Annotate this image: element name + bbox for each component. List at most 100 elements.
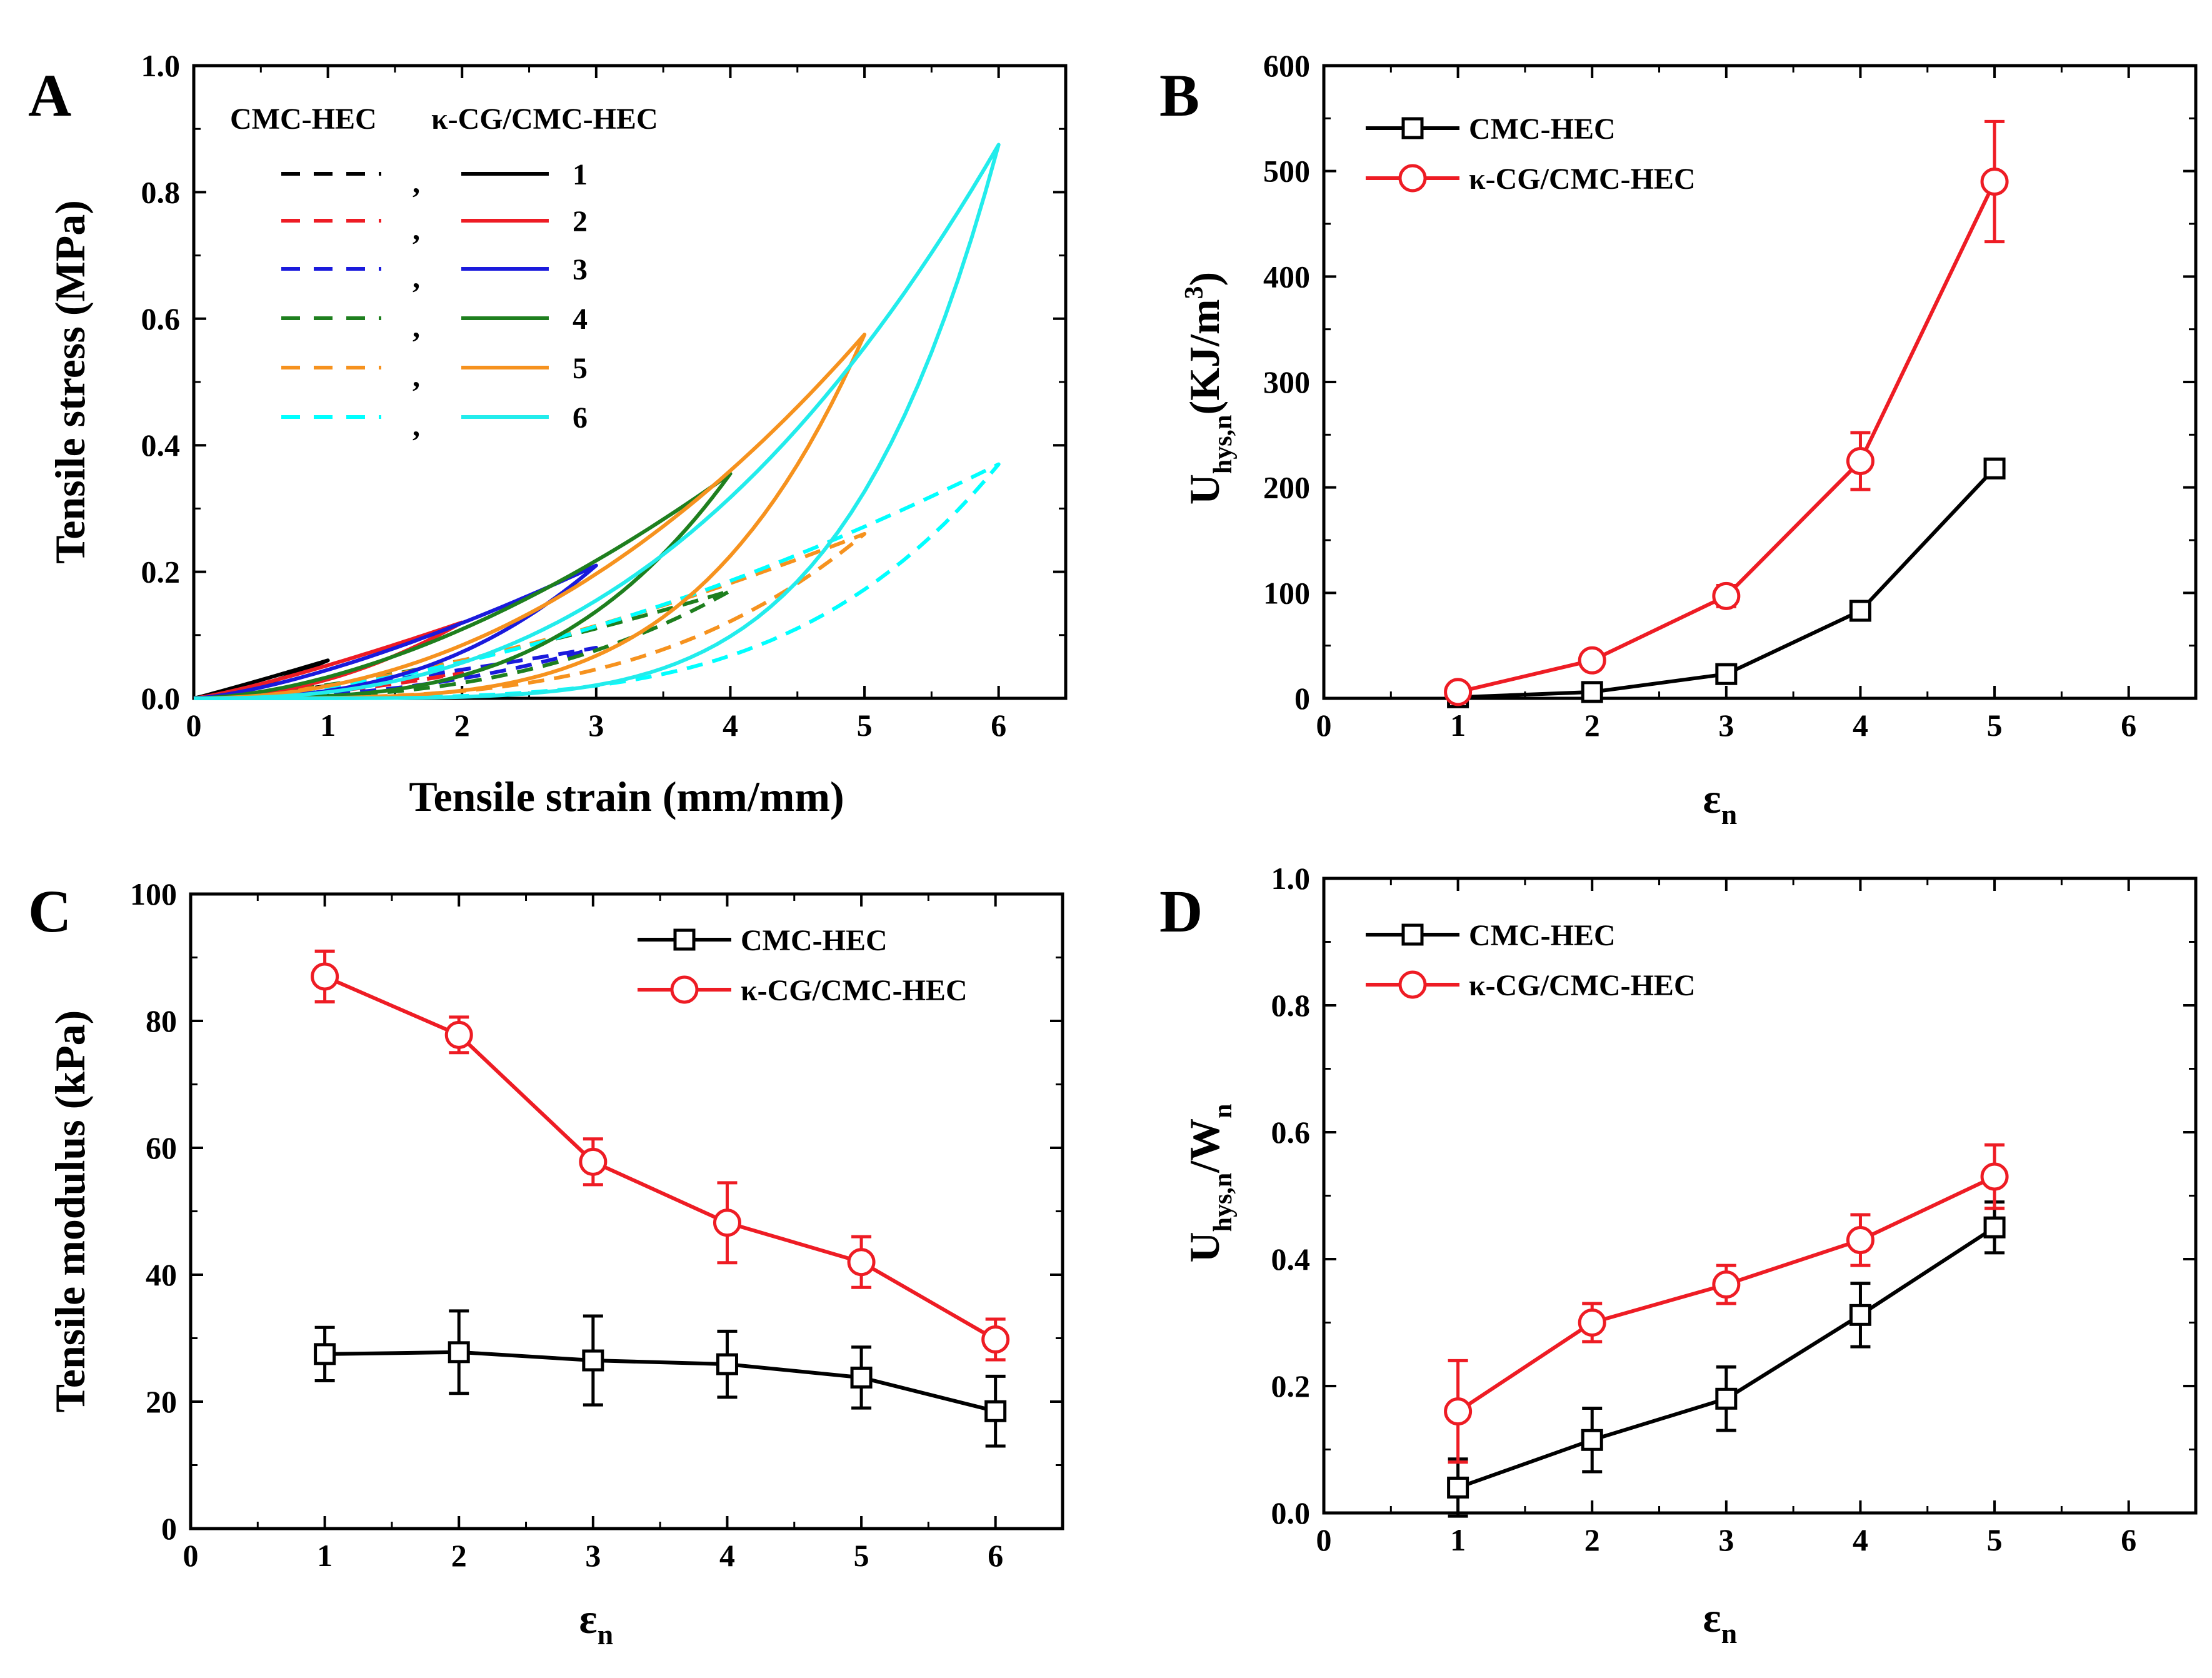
square-marker (1581, 681, 1603, 703)
circle-marker (1444, 1397, 1473, 1426)
x-axis-subscript: n (598, 1619, 614, 1650)
circle-marker (1846, 1226, 1874, 1255)
legend-label: κ-CG/CMC-HEC (1469, 163, 1696, 196)
legend-cycle-label: 6 (573, 401, 588, 435)
square-marker (1581, 1429, 1603, 1451)
legend-cycle-label: 5 (573, 352, 588, 385)
x-tick-label: 0 (186, 708, 202, 743)
series-line (324, 975, 997, 1342)
x-axis-title: Tensile strain (mm/mm) (409, 773, 844, 820)
square-marker (1715, 663, 1738, 685)
x-tick-label: 1 (320, 708, 336, 743)
legend-cycle-label: 2 (573, 205, 588, 238)
legend-label: CMC-HEC (741, 924, 888, 957)
square-marker (582, 1349, 604, 1372)
circle-marker (311, 962, 339, 991)
y-tick-label: 0.6 (141, 301, 181, 336)
y-axis-subscript: hys,n (1209, 1173, 1238, 1232)
x-tick-label: 5 (857, 708, 873, 743)
legend-cycle-label: 1 (573, 158, 588, 191)
x-tick-label: 6 (991, 708, 1006, 743)
panel-letter: B (1159, 62, 1199, 129)
square-marker (850, 1366, 873, 1389)
series-cmc-hec (314, 1309, 1007, 1448)
series-kcg-cmc-hec (1444, 119, 2009, 706)
y-tick-label: 1.0 (141, 48, 181, 83)
x-tick-label: 5 (854, 1538, 869, 1573)
square-marker (1715, 1387, 1738, 1410)
y-tick-label: 300 (1263, 364, 1310, 399)
x-tick-label: 2 (454, 708, 470, 743)
x-axis-subscript: n (1721, 1617, 1738, 1649)
legend-separator: , (413, 261, 420, 294)
y-tick-label: 200 (1263, 470, 1310, 505)
legend-label: CMC-HEC (1469, 919, 1616, 952)
legend-label: CMC-HEC (1469, 113, 1616, 146)
x-tick-label: 2 (1584, 708, 1600, 743)
x-tick-label: 6 (2121, 708, 2136, 743)
panel-D: D0 1 2 3 4 5 60.00.20.40.60.81.0εnUhys,n/WnCMC… (1159, 861, 2198, 1649)
loop-solid-cycle-6 (194, 143, 1001, 700)
y-tick-label: 0.6 (1271, 1115, 1311, 1150)
legend-separator: , (413, 311, 420, 344)
square-marker (984, 1400, 1007, 1422)
series-line (324, 1350, 996, 1414)
series-kcg-cmc-hec (1444, 1143, 2009, 1464)
y-tick-label: 0.4 (1271, 1242, 1311, 1277)
legend: CMC-HEC κ-CG/CMC-HEC, 1, 2, 3, 4, 5, 6 (230, 103, 658, 443)
y-tick-label: 0.8 (1271, 988, 1311, 1023)
x-tick-label: 3 (1718, 1522, 1734, 1557)
x-tick-label: 4 (1853, 708, 1868, 743)
y-axis-units: (KJ/m (1181, 299, 1228, 414)
y-tick-label: 0 (1294, 681, 1310, 716)
x-axis-symbol: ε (1703, 1594, 1721, 1641)
square-marker (1849, 1304, 1871, 1326)
y-tick-label: 0 (161, 1511, 177, 1546)
x-tick-label: 1 (317, 1538, 333, 1573)
panel-letter: A (28, 62, 71, 129)
legend-square-marker (673, 928, 696, 951)
x-tick-label: 6 (2121, 1522, 2136, 1557)
square-marker (716, 1353, 738, 1375)
x-axis-symbol: ε (1703, 775, 1721, 822)
legend-separator: , (413, 360, 420, 393)
x-tick-label: 5 (1987, 708, 2003, 743)
legend: CMC-HEC κ-CG/CMC-HEC (1366, 113, 1696, 196)
panel-letter: C (28, 878, 71, 945)
legend: CMC-HEC κ-CG/CMC-HEC (638, 924, 968, 1007)
circle-marker (713, 1208, 741, 1237)
y-axis-title: Uhys,n(KJ/m3) (1180, 272, 1238, 505)
y-axis-symbol: U (1181, 474, 1228, 505)
legend-cycle-label: 4 (573, 303, 588, 336)
legend-circle-marker (670, 975, 699, 1004)
square-marker (314, 1343, 336, 1365)
y-axis-symbol: U (1181, 1232, 1228, 1262)
circle-marker (1712, 1270, 1741, 1299)
x-tick-label: 0 (1316, 1522, 1332, 1557)
x-axis-subscript: n (1721, 798, 1738, 830)
y-axis-title: Uhys,n/Wn (1181, 1104, 1238, 1263)
y-axis-title: Tensile stress (MPa) (46, 200, 94, 564)
legend: CMC-HEC κ-CG/CMC-HEC (1366, 919, 1696, 1002)
x-tick-label: 1 (1450, 708, 1466, 743)
x-tick-label: 2 (1584, 1522, 1600, 1557)
legend-circle-marker (1398, 164, 1427, 193)
x-axis-title: εn (1703, 775, 1738, 830)
circle-marker (981, 1325, 1010, 1354)
y-tick-label: 400 (1263, 259, 1310, 294)
legend-separator: , (413, 213, 420, 246)
circle-marker (1444, 678, 1473, 706)
y-tick-label: 600 (1263, 48, 1310, 83)
y-tick-label: 40 (146, 1257, 177, 1292)
y-axis-close: ) (1181, 272, 1228, 286)
circle-marker (444, 1020, 473, 1049)
legend-square-marker (1401, 117, 1424, 139)
y-tick-label: 0.2 (141, 555, 181, 590)
circle-marker (1578, 646, 1606, 675)
y-tick-label: 20 (146, 1384, 177, 1419)
square-marker (1983, 457, 2006, 480)
legend-label: κ-CG/CMC-HEC (1469, 969, 1696, 1002)
circle-marker (1980, 168, 2009, 196)
circle-marker (847, 1248, 876, 1277)
